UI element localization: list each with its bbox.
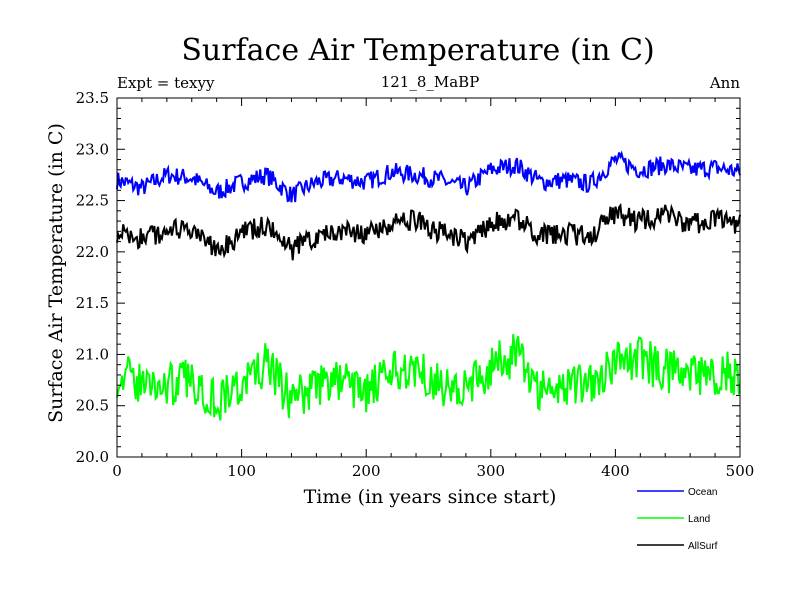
- y-axis-label: Surface Air Temperature (in C): [45, 123, 67, 423]
- y-tick-label: 20.5: [76, 397, 109, 415]
- season-label: Ann: [709, 74, 740, 92]
- legend: Ocean Land AllSurf: [637, 487, 718, 552]
- legend-label-land: Land: [688, 514, 710, 525]
- x-tick-label: 300: [476, 462, 505, 480]
- y-tick-label: 23.5: [76, 89, 109, 107]
- series-line-land: [116, 334, 741, 421]
- experiment-label: Expt = texyy: [117, 74, 215, 92]
- x-tick-label: 500: [726, 462, 755, 480]
- x-axis-label: Time (in years since start): [304, 486, 557, 508]
- chart-title: Surface Air Temperature (in C): [181, 33, 654, 68]
- y-tick-label: 20.0: [76, 448, 109, 466]
- y-tick-label: 21.0: [76, 345, 109, 363]
- chart-subtitle: 121_8_MaBP: [381, 73, 480, 91]
- series-line-allsurf: [116, 202, 741, 261]
- y-tick-label: 23.0: [76, 140, 109, 158]
- x-tick-label: 100: [227, 462, 256, 480]
- series-line-ocean: [116, 150, 741, 203]
- y-tick-label: 21.5: [76, 294, 109, 312]
- y-tick-label: 22.5: [76, 192, 109, 210]
- axes-layer: 0 100 200 300 400 500 20.0 20.5 21.0 21.5 22.0 22.5…: [76, 89, 755, 480]
- x-tick-label: 200: [352, 462, 381, 480]
- series-layer: [116, 150, 741, 421]
- x-tick-label: 400: [601, 462, 630, 480]
- legend-label-allsurf: AllSurf: [688, 541, 718, 552]
- legend-label-ocean: Ocean: [688, 487, 717, 498]
- x-tick-label: 0: [112, 462, 122, 480]
- y-tick-label: 22.0: [76, 243, 109, 261]
- plot-frame: [116, 97, 741, 458]
